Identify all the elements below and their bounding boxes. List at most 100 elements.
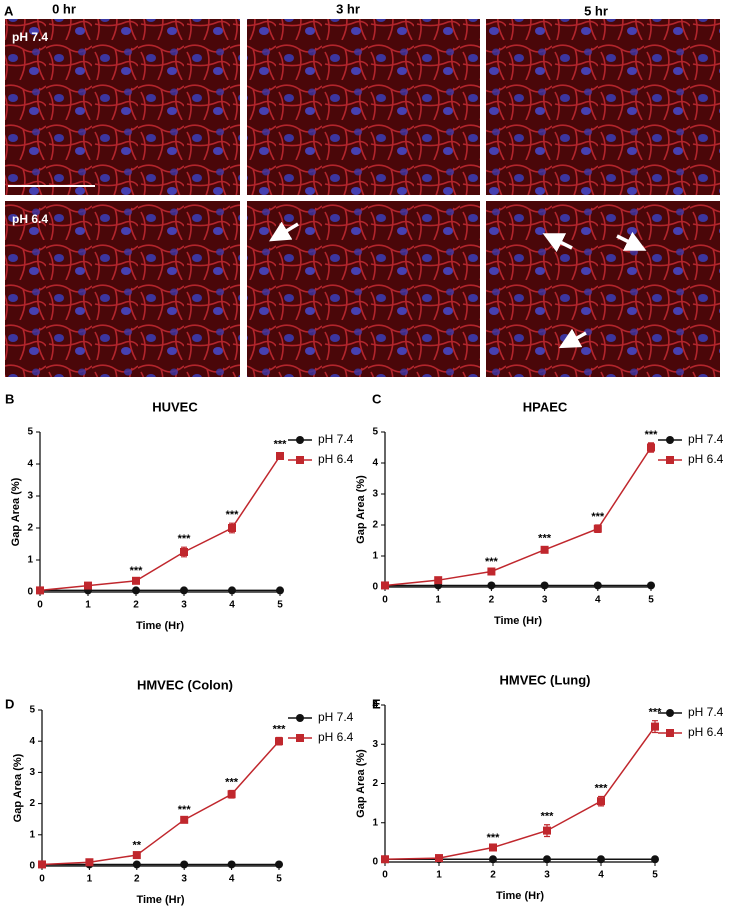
significance: *** [178,533,192,545]
x-tick-label: 1 [87,874,93,885]
significance: ** [133,839,142,851]
x-tick-label: 5 [648,595,654,606]
y-tick-label: 3 [372,489,378,500]
x-tick-label: 1 [436,870,442,881]
data-point [84,581,92,590]
legend-marker [296,456,304,464]
significance: *** [541,811,555,823]
data-point [647,443,655,452]
column-label: 3 hr [336,1,360,16]
y-tick-label: 2 [27,523,33,534]
significance: *** [487,832,501,844]
x-tick-label: 5 [277,600,283,611]
significance: *** [595,782,609,794]
significance: *** [485,556,499,568]
column-label: 0 hr [52,1,76,16]
x-axis-label: Time (Hr) [136,620,184,632]
data-point [647,581,655,590]
data-point [435,854,443,863]
legend-label: pH 7.4 [688,432,724,446]
data-point [543,855,551,864]
data-point [381,855,389,864]
y-tick-label: 4 [27,459,33,470]
legend-label: pH 6.4 [318,730,354,744]
y-tick-label: 0 [372,857,378,868]
data-point [227,860,236,869]
legend-label: pH 7.4 [318,710,354,724]
data-point [36,586,44,595]
panel-label: C [372,391,382,406]
column-label: 5 hr [584,3,608,18]
data-point [593,581,602,590]
panel-label: A [4,3,14,18]
x-tick-label: 3 [542,595,548,606]
y-tick-label: 3 [29,767,35,778]
y-tick-label: 0 [372,582,378,593]
x-tick-label: 5 [276,874,282,885]
row-label: pH 6.4 [12,212,48,226]
x-tick-label: 3 [181,874,187,885]
y-tick-label: 0 [29,861,35,872]
x-tick-label: 1 [435,595,441,606]
data-point [489,855,497,864]
x-tick-label: 4 [595,595,601,606]
series-line [384,726,656,861]
significance: *** [591,511,605,523]
y-axis-label: Gap Area (%) [355,749,367,818]
panel-label: E [372,696,381,711]
data-point [434,576,443,585]
micrographs [5,19,720,377]
y-tick-label: 4 [29,736,35,747]
x-axis-label: Time (Hr) [496,890,544,902]
series-line [41,740,280,866]
arrow [616,231,647,251]
data-point [543,826,551,835]
y-tick-label: 5 [27,427,33,438]
y-tick-label: 0 [27,587,33,598]
x-tick-label: 0 [382,870,388,881]
data-point [85,858,94,867]
legend-marker [666,729,674,737]
data-point [540,545,549,554]
data-point [651,722,659,731]
x-tick-label: 1 [85,600,91,611]
x-tick-label: 2 [490,870,496,881]
x-tick-label: 2 [489,595,495,606]
x-tick-label: 4 [229,600,235,611]
data-point [489,843,497,852]
chart-title: HUVEC [152,399,198,414]
legend-label: pH 6.4 [688,452,724,466]
y-axis-label: Gap Area (%) [355,475,367,544]
arrow [558,328,587,349]
data-point [180,548,188,556]
micrograph [486,201,720,377]
series-line [384,447,652,587]
micrograph [247,19,480,195]
chart-title: HPAEC [523,399,568,414]
micrograph [486,19,720,195]
data-point [180,860,189,869]
x-tick-label: 3 [544,870,550,881]
y-tick-label: 3 [372,739,378,750]
y-tick-label: 2 [372,778,378,789]
data-point [487,581,496,590]
y-tick-label: 1 [27,555,33,566]
data-point [276,586,284,595]
micrograph [247,201,480,377]
data-point [651,855,659,864]
y-tick-label: 5 [29,705,35,716]
significance: *** [538,533,552,545]
panel-label: D [5,696,14,711]
y-tick-label: 2 [29,798,35,809]
data-point [540,581,549,590]
legend-marker [666,456,674,464]
y-tick-label: 5 [372,427,378,438]
data-point [593,524,602,533]
x-tick-label: 4 [229,874,235,885]
data-point [132,586,140,595]
x-tick-label: 2 [133,600,139,611]
data-point [228,586,236,595]
data-point [597,797,605,806]
micrograph [5,201,240,377]
legend-label: pH 6.4 [688,725,724,739]
